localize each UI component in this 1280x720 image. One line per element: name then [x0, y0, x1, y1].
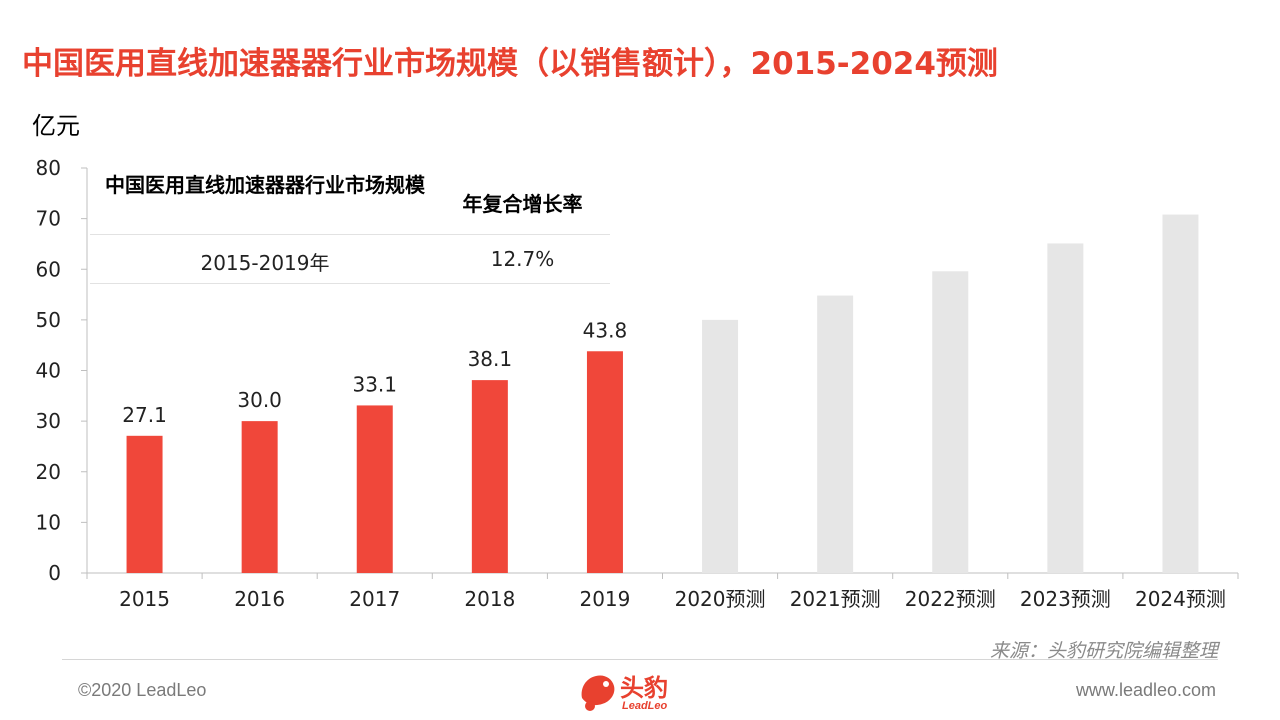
data-label: 38.1 — [468, 347, 513, 371]
y-tick-label: 60 — [36, 257, 61, 281]
cagr-table-divider — [90, 283, 610, 284]
bar-2023预测 — [1047, 243, 1084, 573]
cagr-period: 2015-2019年 — [200, 251, 330, 275]
logo-subtext: LeadLeo — [622, 700, 668, 712]
data-label: 33.1 — [352, 372, 397, 396]
bar-2015 — [126, 435, 163, 573]
source-note: 来源：头豹研究院编辑整理 — [989, 640, 1218, 662]
x-category-label: 2021预测 — [790, 587, 881, 611]
leadleo-logo: 头豹 LeadLeo — [578, 666, 698, 716]
x-category-label: 2015 — [119, 587, 170, 611]
market-size-bar-chart: 0 10 20 30 40 50 60 70 80 27.1 2015 30.0 2016 33.1 201… — [36, 156, 1239, 611]
y-tick-label: 40 — [36, 359, 61, 383]
page-title: 中国医用直线加速器器行业市场规模（以销售额计），2015-2024预测 — [22, 46, 998, 82]
x-category-label: 2016 — [234, 587, 285, 611]
cagr-table-divider — [90, 234, 610, 235]
x-category-label: 2017 — [349, 587, 400, 611]
bar-2024预测 — [1162, 214, 1199, 573]
bar-2017 — [356, 405, 393, 573]
x-category-label: 2022预测 — [905, 587, 996, 611]
y-tick-label: 10 — [36, 510, 61, 534]
footer-divider — [62, 659, 1218, 660]
cagr-value: 12.7% — [490, 247, 555, 271]
bar-2016 — [241, 421, 278, 573]
y-tick-label: 20 — [36, 460, 61, 484]
data-label: 30.0 — [237, 388, 282, 412]
data-label: 27.1 — [122, 403, 167, 427]
cagr-header-market: 中国医用直线加速器器行业市场规模 — [105, 173, 425, 197]
y-tick-label: 50 — [36, 308, 61, 332]
y-tick-label: 30 — [36, 409, 61, 433]
y-axis-unit-label: 亿元 — [32, 112, 80, 140]
data-label: 43.8 — [583, 318, 628, 342]
x-category-label: 2024预测 — [1135, 587, 1226, 611]
copyright: ©2020 LeadLeo — [78, 680, 207, 700]
x-category-label: 2018 — [464, 587, 515, 611]
leopard-icon — [581, 675, 615, 711]
logo-text: 头豹 — [620, 674, 668, 702]
y-tick-label: 0 — [48, 561, 61, 585]
bar-2019 — [586, 351, 623, 573]
x-category-label: 2019 — [579, 587, 630, 611]
cagr-header-rate: 年复合增长率 — [462, 192, 583, 216]
website-link: www.leadleo.com — [1075, 680, 1216, 700]
bar-2020预测 — [702, 319, 739, 573]
bar-2018 — [471, 380, 508, 573]
bar-2022预测 — [932, 271, 969, 573]
y-tick-label: 70 — [36, 207, 61, 231]
x-category-label: 2020预测 — [675, 587, 766, 611]
y-tick-label: 80 — [36, 156, 61, 180]
bar-2021预测 — [817, 295, 854, 573]
x-category-label: 2023预测 — [1020, 587, 1111, 611]
